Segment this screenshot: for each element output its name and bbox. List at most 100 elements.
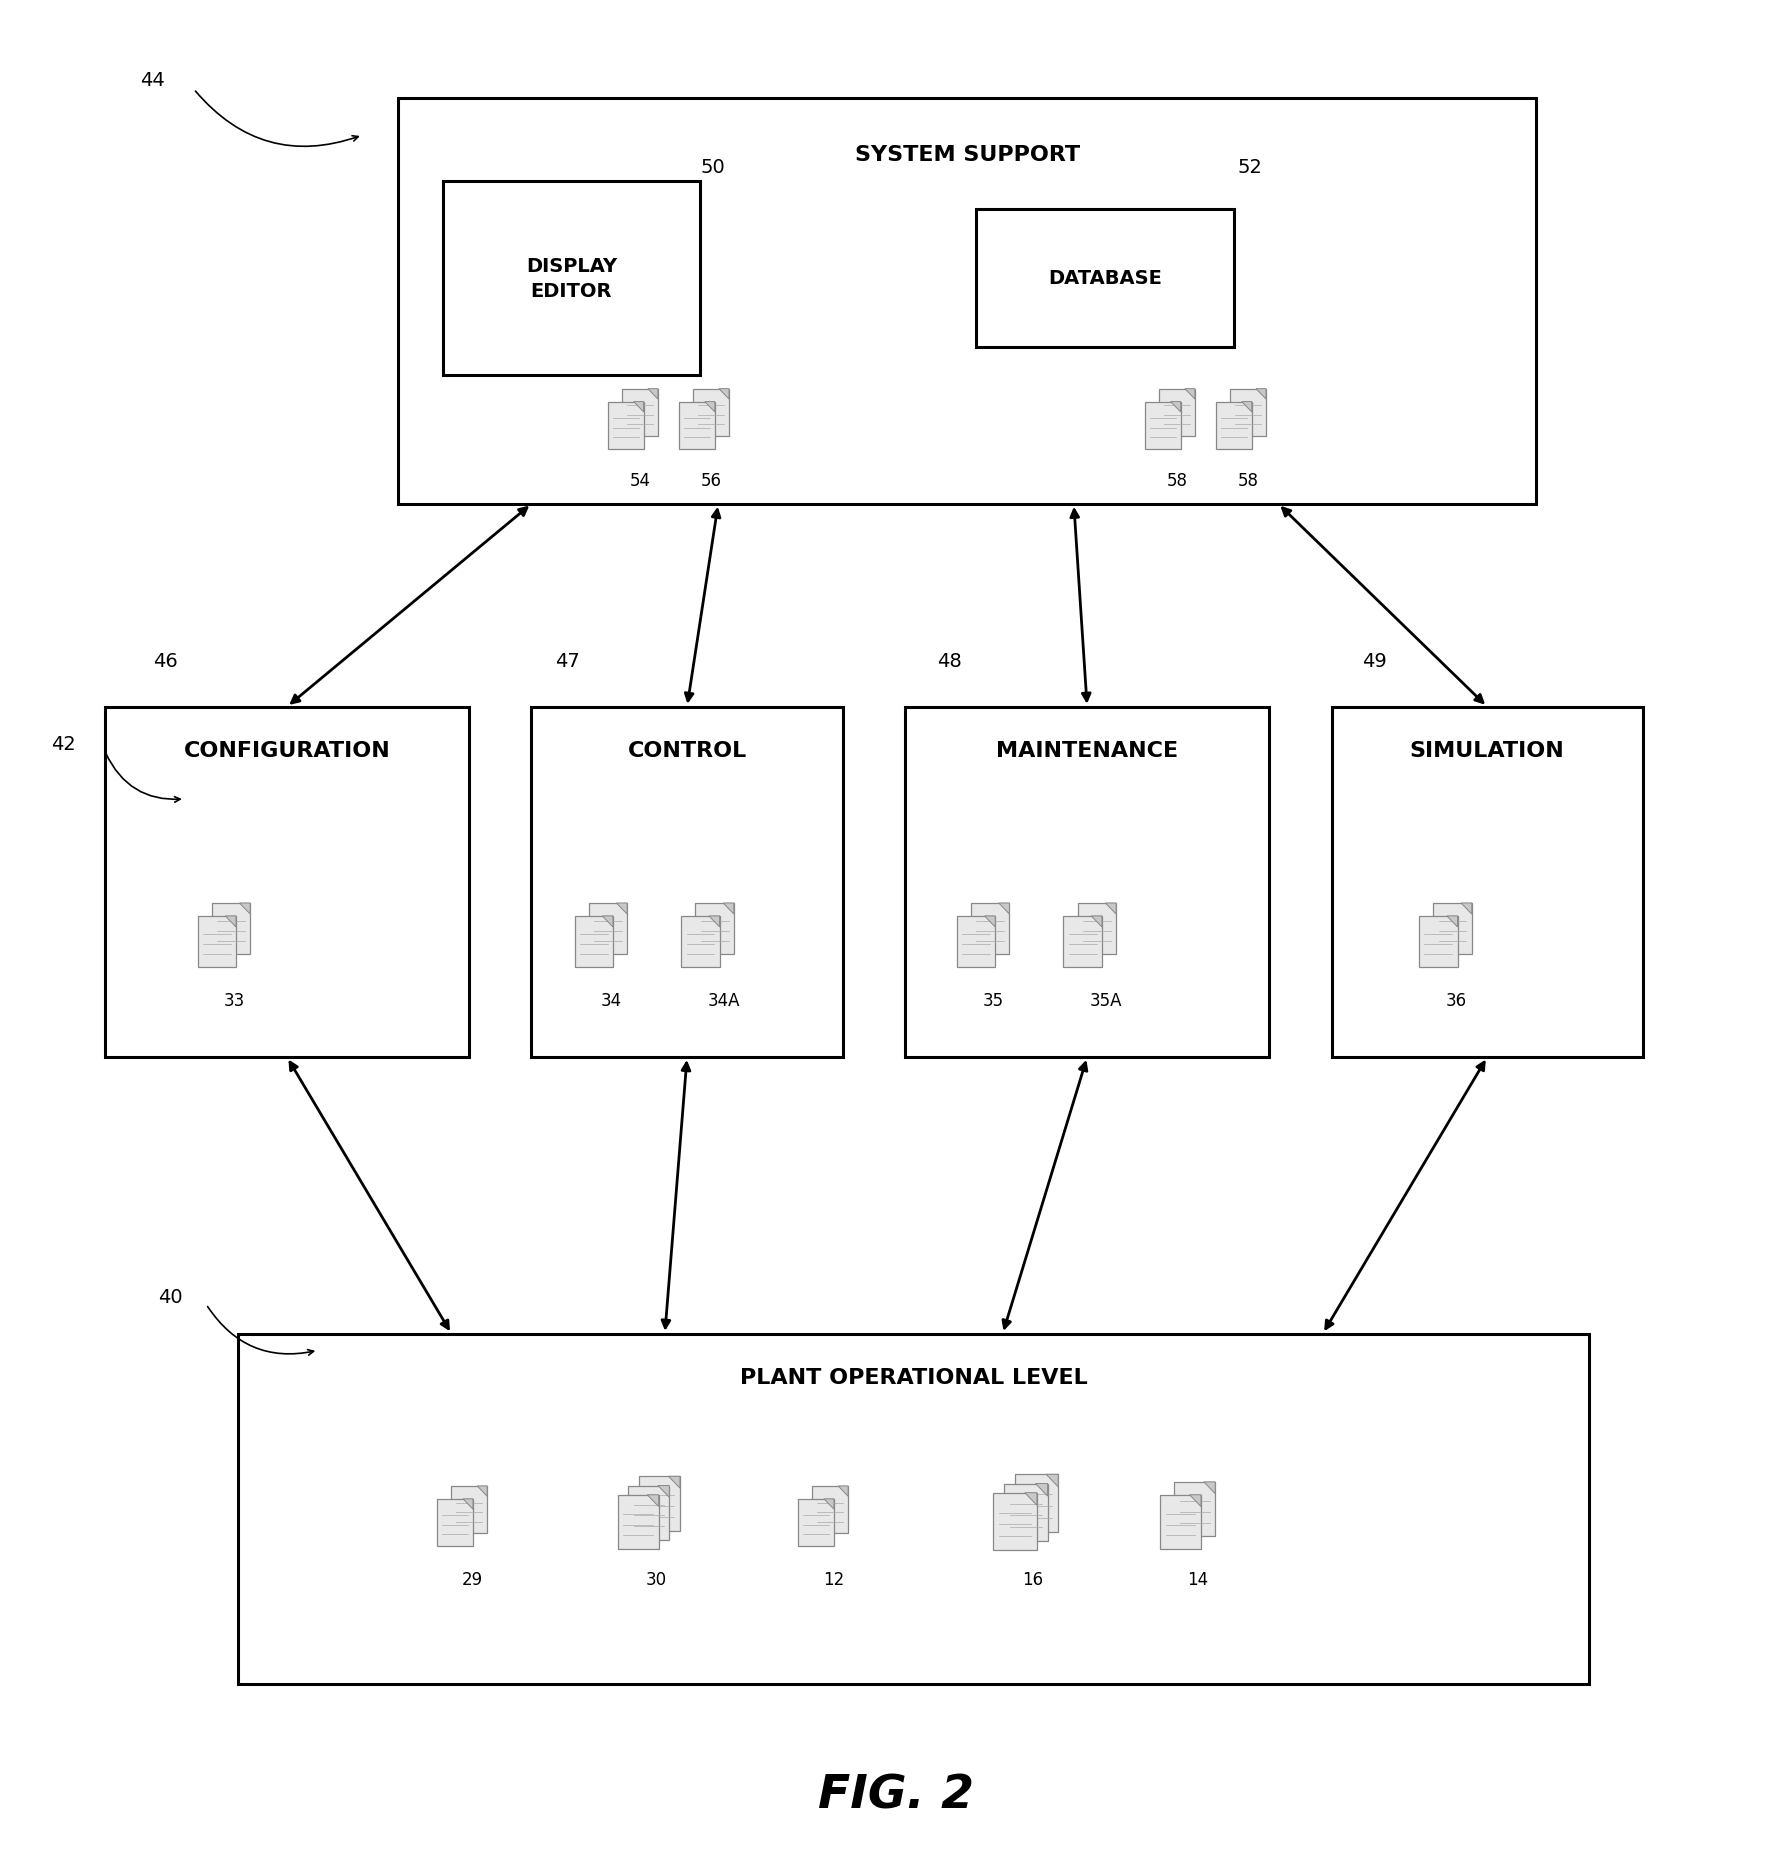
Bar <box>1159 390 1195 436</box>
Polygon shape <box>719 390 729 399</box>
Polygon shape <box>724 904 735 914</box>
Text: 16: 16 <box>1021 1569 1043 1588</box>
Text: 48: 48 <box>937 652 962 670</box>
Text: 42: 42 <box>52 735 75 754</box>
Polygon shape <box>704 403 715 412</box>
Polygon shape <box>1256 390 1265 399</box>
Bar <box>618 1495 659 1549</box>
Text: MAINTENANCE: MAINTENANCE <box>996 741 1177 761</box>
Text: DISPLAY
EDITOR: DISPLAY EDITOR <box>525 256 616 301</box>
Bar <box>398 98 1536 505</box>
Polygon shape <box>1106 904 1116 914</box>
Text: 36: 36 <box>1446 992 1466 1008</box>
Polygon shape <box>1242 403 1253 412</box>
Polygon shape <box>1446 916 1457 927</box>
Polygon shape <box>1460 904 1471 914</box>
Polygon shape <box>477 1486 487 1497</box>
Bar <box>238 1333 1590 1684</box>
Bar <box>957 916 995 967</box>
Text: 29: 29 <box>462 1569 484 1588</box>
Polygon shape <box>1170 403 1181 412</box>
Bar <box>437 1499 473 1547</box>
Bar <box>590 904 627 954</box>
Bar <box>1434 904 1471 954</box>
Polygon shape <box>1025 1493 1038 1506</box>
Bar <box>1217 403 1253 449</box>
Bar <box>211 904 251 954</box>
Bar <box>1077 904 1116 954</box>
Bar <box>695 904 735 954</box>
Bar <box>1159 1495 1201 1549</box>
Bar <box>104 708 470 1057</box>
Bar <box>1063 916 1102 967</box>
Text: DATABASE: DATABASE <box>1048 269 1161 288</box>
Polygon shape <box>1190 1495 1201 1506</box>
Text: 46: 46 <box>152 652 177 670</box>
Bar <box>1145 403 1181 449</box>
Polygon shape <box>602 916 613 927</box>
Bar <box>977 210 1235 347</box>
Bar <box>1174 1482 1215 1536</box>
Bar <box>622 390 658 436</box>
Text: CONTROL: CONTROL <box>627 741 747 761</box>
Polygon shape <box>616 904 627 914</box>
Text: 40: 40 <box>158 1287 183 1307</box>
Text: CONFIGURATION: CONFIGURATION <box>183 741 391 761</box>
Text: 34A: 34A <box>708 992 740 1008</box>
Polygon shape <box>998 904 1009 914</box>
Text: 14: 14 <box>1188 1569 1210 1588</box>
Polygon shape <box>668 1476 679 1487</box>
Polygon shape <box>240 904 251 914</box>
Bar <box>1229 390 1265 436</box>
Bar <box>640 1476 679 1530</box>
Text: 35: 35 <box>984 992 1004 1008</box>
Polygon shape <box>658 1486 670 1497</box>
Bar <box>797 1499 833 1547</box>
Polygon shape <box>647 1495 659 1506</box>
Text: PLANT OPERATIONAL LEVEL: PLANT OPERATIONAL LEVEL <box>740 1367 1088 1387</box>
Polygon shape <box>984 916 995 927</box>
Text: SIMULATION: SIMULATION <box>1410 741 1564 761</box>
Text: 50: 50 <box>701 158 726 176</box>
Bar <box>197 916 237 967</box>
Polygon shape <box>1185 390 1195 399</box>
Text: FIG. 2: FIG. 2 <box>817 1772 975 1818</box>
Text: 58: 58 <box>1167 472 1188 490</box>
Bar <box>679 403 715 449</box>
Text: 34: 34 <box>600 992 622 1008</box>
Polygon shape <box>1204 1482 1215 1493</box>
Bar <box>629 1486 670 1539</box>
Text: SYSTEM SUPPORT: SYSTEM SUPPORT <box>855 145 1081 165</box>
Bar <box>905 708 1269 1057</box>
Bar <box>452 1486 487 1534</box>
Bar <box>532 708 842 1057</box>
Polygon shape <box>839 1486 848 1497</box>
Polygon shape <box>1036 1484 1048 1497</box>
Polygon shape <box>710 916 720 927</box>
Bar <box>607 403 643 449</box>
Polygon shape <box>462 1499 473 1510</box>
Text: 47: 47 <box>554 652 579 670</box>
Text: 54: 54 <box>629 472 650 490</box>
Text: 56: 56 <box>701 472 722 490</box>
Text: 35A: 35A <box>1090 992 1122 1008</box>
Polygon shape <box>1091 916 1102 927</box>
Bar <box>575 916 613 967</box>
Polygon shape <box>649 390 658 399</box>
Bar <box>993 1493 1038 1551</box>
Polygon shape <box>634 403 643 412</box>
Bar <box>812 1486 848 1534</box>
Bar <box>971 904 1009 954</box>
Bar <box>1331 708 1643 1057</box>
Bar <box>681 916 720 967</box>
Text: 52: 52 <box>1238 158 1262 176</box>
Bar <box>1014 1474 1059 1532</box>
Bar <box>1419 916 1457 967</box>
Text: 58: 58 <box>1238 472 1258 490</box>
Text: 12: 12 <box>823 1569 844 1588</box>
Text: 44: 44 <box>140 71 165 91</box>
Text: 49: 49 <box>1362 652 1387 670</box>
Polygon shape <box>1047 1474 1059 1487</box>
Text: 30: 30 <box>645 1569 667 1588</box>
Bar <box>694 390 729 436</box>
